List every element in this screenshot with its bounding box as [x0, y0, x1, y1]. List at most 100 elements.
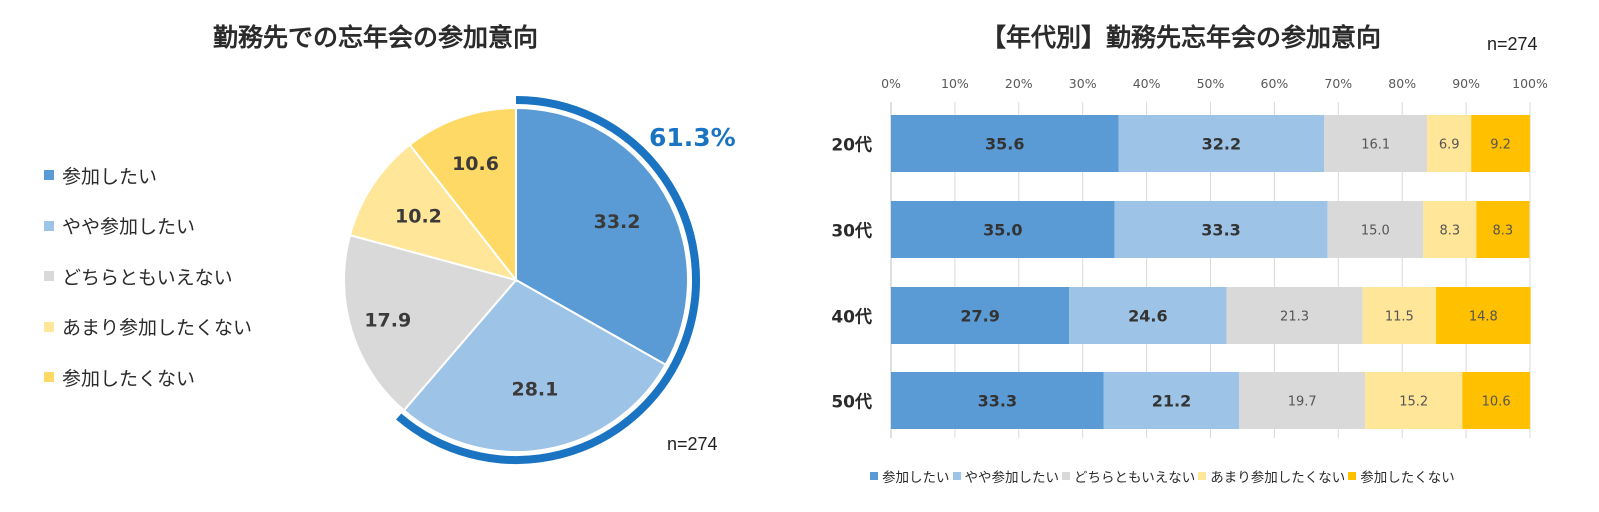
bar-value-label: 35.0	[983, 221, 1022, 240]
bar-segment	[891, 372, 1104, 429]
bar-chart-title: 【年代別】勤務先忘年会の参加意向	[981, 23, 1382, 52]
bar-value-label: 6.9	[1439, 138, 1460, 153]
x-tick-label: 30%	[1069, 76, 1097, 91]
x-tick-label: 20%	[1005, 76, 1033, 91]
pie-highlight-arc	[396, 96, 700, 464]
bar-segment	[1324, 115, 1428, 172]
bar-segment	[1118, 115, 1325, 172]
bar-segments	[891, 115, 1531, 429]
category-label: 30代	[831, 221, 872, 242]
x-tick-label: 40%	[1133, 76, 1161, 91]
pie-slice	[515, 106, 689, 367]
bar-x-ticks: 0% 10% 20% 30% 40% 50% 60% 70% 80% 90% 100%	[881, 76, 1548, 91]
bar-legend-item: やや参加したい	[952, 466, 1060, 486]
pie-chart: 33.2 28.1 17.9 10.2 10.6 61.3%	[343, 96, 736, 464]
x-tick-label: 100%	[1512, 76, 1548, 91]
bar-value-label: 9.2	[1490, 138, 1511, 153]
legend-swatch	[44, 321, 54, 332]
pie-legend-item: 参加したい	[44, 150, 252, 201]
pie-legend-item: あまり参加したくない	[44, 302, 252, 353]
bar-segment	[1327, 201, 1424, 258]
bar-segment	[1362, 287, 1437, 344]
bar-value-label: 21.3	[1280, 310, 1309, 325]
bar-segment	[891, 287, 1070, 344]
bar-segment	[1239, 372, 1366, 429]
bar-segment	[1226, 287, 1363, 344]
bar-value-label: 8.3	[1439, 224, 1460, 239]
bar-value-label: 15.0	[1361, 224, 1390, 239]
bar-segment	[891, 201, 1115, 258]
bar-segment	[1069, 287, 1227, 344]
legend-swatch	[1062, 472, 1070, 480]
bar-legend-item: どちらともいえない	[1062, 466, 1195, 486]
bar-segment	[1436, 287, 1531, 344]
bar-segment	[1462, 372, 1530, 429]
bar-segment	[1103, 372, 1240, 429]
legend-swatch	[1348, 472, 1357, 480]
bar-legend-label: どちらともいえない	[1074, 470, 1196, 486]
bar-legend-label: 参加したい	[882, 470, 950, 486]
pie-slice	[408, 106, 517, 283]
pie-labels: 33.2 28.1 17.9 10.2 10.6	[364, 153, 640, 400]
legend-swatch	[870, 472, 878, 480]
bar-legend-item: あまり参加したくない	[1198, 466, 1345, 486]
pie-value-label: 17.9	[364, 309, 411, 331]
pie-legend-item: どちらともいえない	[44, 251, 252, 302]
pie-legend-label: 参加したくない	[62, 367, 196, 390]
bar-value-label: 32.2	[1202, 135, 1241, 154]
bar-value-label: 10.6	[1482, 395, 1511, 410]
stacked-bar-chart: 0% 10% 20% 30% 40% 50% 60% 70% 80% 90% 100% 35.6 32…	[831, 76, 1548, 438]
legend-swatch	[1198, 472, 1207, 480]
pie-legend-label: やや参加したい	[62, 216, 196, 239]
legend-swatch	[44, 372, 54, 383]
legend-swatch	[44, 220, 54, 231]
bar-value-label: 24.6	[1128, 307, 1167, 326]
pie-slice	[402, 278, 668, 453]
x-tick-label: 0%	[881, 76, 901, 91]
pie-legend: 参加したい やや参加したい どちらともいえない あまり参加したくない 参加したく…	[44, 150, 252, 403]
category-label: 20代	[831, 135, 872, 156]
pie-value-label: 10.2	[395, 205, 442, 227]
pie-value-label: 10.6	[452, 153, 499, 175]
bar-legend-label: 参加したくない	[1360, 470, 1455, 486]
pie-value-label: 28.1	[511, 378, 558, 400]
x-tick-label: 60%	[1261, 76, 1289, 91]
bar-segment	[1471, 115, 1530, 172]
pie-n-label: n=274	[667, 434, 718, 454]
bar-legend-label: あまり参加したくない	[1210, 470, 1346, 486]
bar-legend-item: 参加したい	[870, 466, 950, 486]
bar-segment	[1114, 201, 1328, 258]
bar-value-label: 33.3	[1201, 221, 1240, 240]
pie-legend-item: やや参加したい	[44, 201, 252, 252]
legend-swatch	[44, 170, 54, 181]
pie-legend-label: 参加したい	[62, 165, 158, 188]
pie-chart-title: 勤務先での忘年会の参加意向	[213, 23, 539, 52]
category-label: 50代	[831, 392, 872, 413]
bar-segment	[1423, 201, 1477, 258]
bar-value-label: 27.9	[960, 307, 999, 326]
x-tick-label: 90%	[1452, 76, 1480, 91]
bar-segment	[1365, 372, 1463, 429]
bar-value-label: 11.5	[1385, 310, 1414, 325]
bar-value-label: 19.7	[1288, 395, 1317, 410]
category-label: 40代	[831, 307, 872, 328]
bar-value-label: 15.2	[1399, 395, 1428, 410]
pie-legend-item: 参加したくない	[44, 352, 252, 403]
pie-legend-label: どちらともいえない	[62, 266, 233, 289]
x-tick-label: 80%	[1388, 76, 1416, 91]
x-tick-label: 70%	[1324, 76, 1352, 91]
bar-legend-item: 参加したくない	[1348, 466, 1455, 486]
bar-value-label: 14.8	[1469, 310, 1498, 325]
bar-value-label: 33.3	[978, 392, 1017, 411]
bar-data-labels: 35.6 32.2 16.1 6.9 9.2 35.0 33.3 15.0 8.3 8.3 27.9…	[960, 135, 1513, 411]
bar-segment	[1476, 201, 1530, 258]
pie-value-label: 33.2	[594, 211, 641, 233]
bar-segment	[1427, 115, 1472, 172]
bar-legend: 参加したい やや参加したい どちらともいえない あまり参加したくない 参加したく…	[870, 466, 1458, 486]
pie-legend-label: あまり参加したくない	[62, 317, 253, 340]
bar-value-label: 21.2	[1152, 392, 1191, 411]
pie-slices	[343, 106, 689, 453]
bar-segment	[891, 115, 1119, 172]
legend-swatch	[44, 271, 54, 282]
bar-legend-label: やや参加したい	[964, 470, 1060, 486]
